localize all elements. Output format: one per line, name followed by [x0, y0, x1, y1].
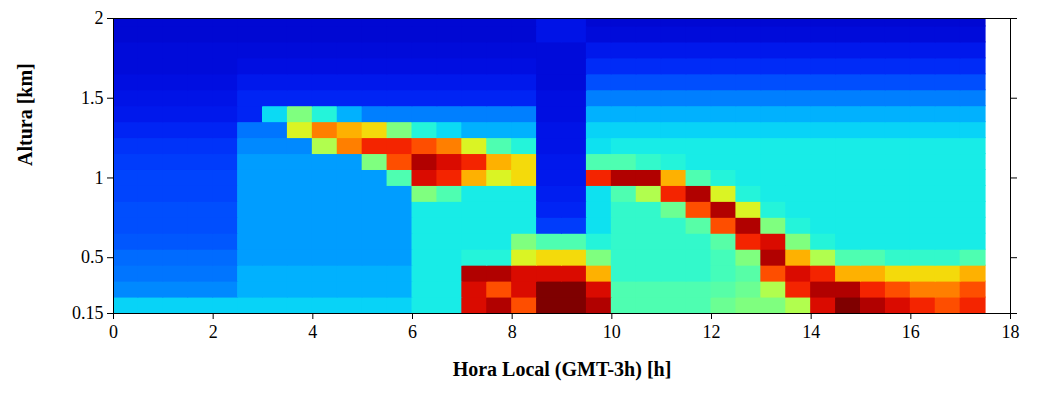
svg-text:6: 6: [408, 322, 417, 342]
svg-text:0.15: 0.15: [72, 303, 104, 323]
svg-text:Hora Local (GMT-3h) [h]: Hora Local (GMT-3h) [h]: [453, 358, 672, 381]
svg-text:14: 14: [802, 322, 820, 342]
svg-text:4: 4: [308, 322, 317, 342]
svg-text:Altura [km]: Altura [km]: [14, 63, 36, 166]
svg-text:2: 2: [95, 8, 104, 28]
svg-text:18: 18: [1002, 322, 1020, 342]
svg-text:10: 10: [603, 322, 621, 342]
svg-text:12: 12: [703, 322, 721, 342]
svg-text:8: 8: [508, 322, 517, 342]
svg-text:1: 1: [95, 168, 104, 188]
svg-text:0.5: 0.5: [81, 247, 104, 267]
svg-text:0: 0: [109, 322, 118, 342]
svg-text:2: 2: [209, 322, 218, 342]
svg-text:1.5: 1.5: [81, 88, 104, 108]
svg-text:16: 16: [902, 322, 920, 342]
